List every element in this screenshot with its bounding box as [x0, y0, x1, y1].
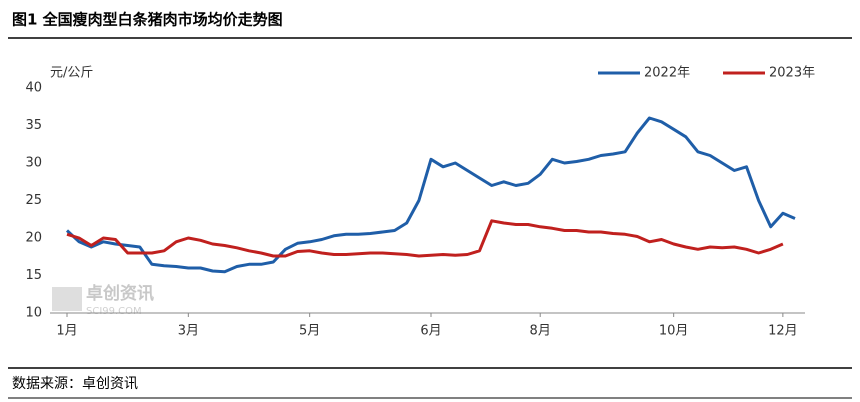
y-tick-label: 35	[25, 118, 42, 133]
legend-label: 2023年	[769, 66, 815, 81]
y-tick-label: 20	[25, 231, 42, 246]
x-tick-label: 10月	[659, 324, 689, 339]
y-tick-label: 15	[25, 268, 42, 283]
y-tick-label: 30	[25, 156, 42, 171]
y-tick-label: 25	[25, 193, 42, 208]
legend-label: 2022年	[644, 66, 690, 81]
x-tick-label: 5月	[299, 324, 320, 339]
watermark-text: 卓创资讯	[86, 283, 154, 304]
y-axis-label: 元/公斤	[50, 66, 93, 81]
y-tick-label: 10	[25, 306, 42, 321]
chart-title: 图1 全国瘦肉型白条猪肉市场均价走势图	[12, 11, 283, 29]
x-tick-label: 8月	[530, 324, 551, 339]
x-tick-label: 12月	[768, 324, 798, 339]
series-line	[65, 116, 796, 274]
x-tick-label: 6月	[420, 324, 441, 339]
watermark-sub: SCI99.COM	[86, 306, 142, 317]
x-tick-label: 3月	[178, 324, 199, 339]
y-tick-label: 40	[25, 81, 42, 96]
series-line	[66, 219, 784, 258]
watermark: 卓创资讯 SCI99.COM	[52, 283, 154, 317]
source: 数据来源：卓创资讯	[12, 376, 138, 392]
watermark-logo	[52, 287, 82, 311]
x-tick-label: 1月	[56, 324, 77, 339]
